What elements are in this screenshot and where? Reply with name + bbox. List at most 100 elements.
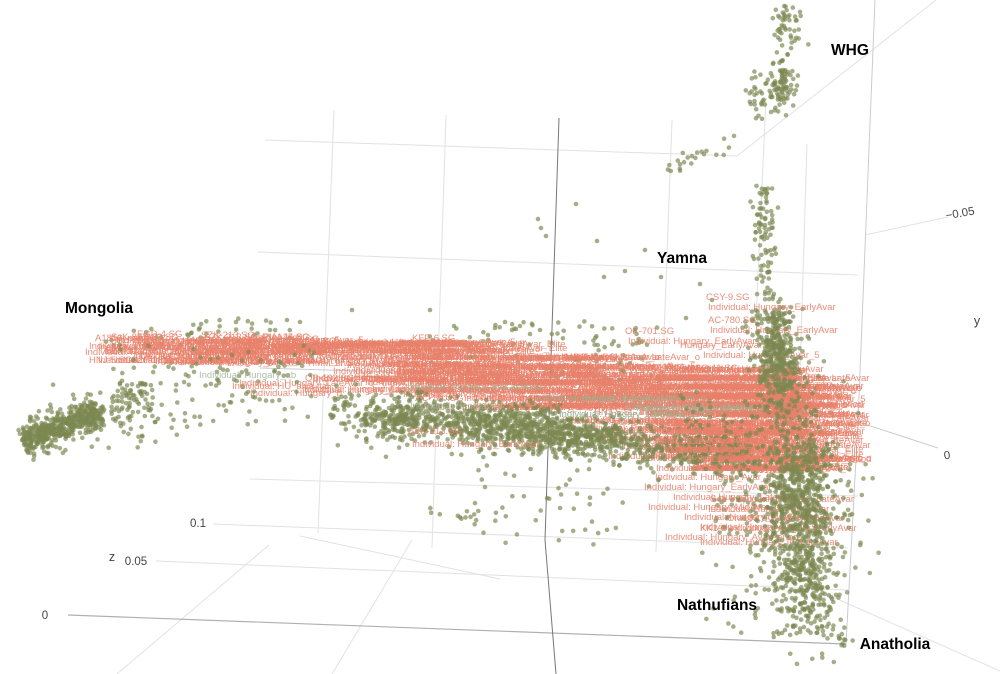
svg-text:Individual: Hungary_MidAvar: Individual: Hungary_MidAvar (132, 337, 253, 348)
svg-text:AV-23.SG: AV-23.SG (467, 376, 509, 387)
svg-text:A1816: A1816 (458, 370, 485, 381)
svg-text:Individual: Hungary_MidAvar_o: Individual: Hungary_MidAvar_o (564, 400, 696, 411)
svg-text:Individual: Hungary_LateAvar_o: Individual: Hungary_LateAvar_o (412, 402, 547, 413)
svg-text:Individual: Hungary_Avar_5: Individual: Hungary_Avar_5 (150, 336, 267, 347)
svg-text:Individual: Hungary_Avar_5: Individual: Hungary_Avar_5 (552, 386, 669, 397)
svg-text:AC-780.SG: AC-780.SG (550, 368, 599, 379)
svg-text:HNJ-5.SG: HNJ-5.SG (275, 342, 318, 353)
svg-text:Individual: Hungary_IndLateAva: Individual: Hungary_IndLateAvar (405, 382, 543, 393)
svg-text:RK-159.SG: RK-159.SG (400, 338, 449, 349)
svg-text:Individual: Hungary_LateAvar_o: Individual: Hungary_LateAvar_o (614, 382, 749, 393)
svg-text:Individual: Hungary_EarlyAvar_: Individual: Hungary_EarlyAvar_o (685, 441, 823, 452)
svg-text:Individual: Hungary_MidAvar_o: Individual: Hungary_MidAvar_o (222, 341, 354, 352)
svg-text:Individual: Hungary_LateAvar: Individual: Hungary_LateAvar (518, 361, 642, 372)
svg-text:Individual: Hungary_AvarPeriod: Individual: Hungary_AvarPeriod (414, 352, 547, 363)
svg-text:Individual: Hungary_MidAvar_o: Individual: Hungary_MidAvar_o (515, 378, 647, 389)
svg-text:A1816: A1816 (617, 373, 644, 384)
svg-text:Individual: Hungary_EarlyAvar_: Individual: Hungary_EarlyAvar_Elite (472, 354, 623, 365)
svg-text:Individual: Hungary_LateAvar: Individual: Hungary_LateAvar (452, 362, 576, 373)
svg-text:Individual: Hungary_LateAvar: Individual: Hungary_LateAvar (413, 362, 537, 373)
svg-text:SZK-213.SG: SZK-213.SG (408, 426, 462, 437)
svg-text:Individual: Hungary_EarlyAvar_: Individual: Hungary_EarlyAvar_o (388, 359, 526, 370)
svg-text:Individual: Hungary_EarlyAvar_: Individual: Hungary_EarlyAvar_o (703, 391, 841, 402)
svg-text:Individual: Hungary_LateAvar: Individual: Hungary_LateAvar (370, 346, 494, 357)
svg-text:Individual: Hungary_LateAvar_o: Individual: Hungary_LateAvar_o (565, 352, 700, 363)
svg-text:Individual: Hungary_LateAvar: Individual: Hungary_LateAvar (681, 365, 805, 376)
svg-text:AV-23.SG: AV-23.SG (382, 359, 424, 370)
svg-text:Individual: Hungary_EarlyAvar: Individual: Hungary_EarlyAvar (409, 374, 537, 385)
svg-text:PLV-44.SG: PLV-44.SG (400, 351, 447, 362)
svg-text:MSG-11.SG: MSG-11.SG (416, 338, 467, 349)
svg-text:Individual: Hungary_Avar_5: Individual: Hungary_Avar_5 (399, 337, 516, 348)
svg-text:Individual: Hungary_IndLateAva: Individual: Hungary_IndLateAvar (359, 351, 497, 362)
svg-text:Individual: Hungary_EarlyAvar_: Individual: Hungary_EarlyAvar_Elite (346, 338, 497, 349)
svg-text:CSY-9.SG: CSY-9.SG (664, 398, 707, 409)
svg-text:Individual: Hungary_MidAvar: Individual: Hungary_MidAvar (384, 346, 505, 357)
svg-text:Individual: Hungary_S: Individual: Hungary_S (410, 401, 503, 412)
svg-text:KK1-240.SG: KK1-240.SG (625, 363, 678, 374)
svg-text:Individual: Hungary_EarlyAvar: Individual: Hungary_EarlyAvar (702, 399, 830, 410)
svg-text:Individual: Hungary_Avar_5: Individual: Hungary_Avar_5 (632, 373, 749, 384)
svg-text:SZK-213.SG: SZK-213.SG (204, 332, 258, 343)
svg-text:TMH-509.SG: TMH-509.SG (413, 354, 469, 365)
svg-text:Individual: Hungary_LateAvar_o: Individual: Hungary_LateAvar_o (402, 367, 537, 378)
svg-text:Individual: Hungary_MidAvar_o: Individual: Hungary_MidAvar_o (656, 380, 788, 391)
svg-text:Individual: Hungary_IndLateAva: Individual: Hungary_IndLateAvar (577, 363, 715, 374)
svg-text:SZOD1-187.SG: SZOD1-187.SG (680, 399, 747, 410)
svg-text:Individual: Hungary_EarlyAvar_: Individual: Hungary_EarlyAvar_Elite (574, 390, 725, 401)
svg-text:Sot-37.SG: Sot-37.SG (508, 401, 552, 412)
svg-text:AC-780.SG: AC-780.SG (480, 354, 529, 365)
svg-text:OK-701.SG: OK-701.SG (140, 351, 189, 362)
svg-text:Individual: Hungary_EarlyAvar: Individual: Hungary_EarlyAvar (475, 353, 603, 364)
svg-text:Individual: Hungary_Avar_5: Individual: Hungary_Avar_5 (561, 399, 678, 410)
svg-text:Individual: Hungary_EarlyAvar_: Individual: Hungary_EarlyAvar_Elite (142, 342, 293, 353)
svg-text:Individual: Hungary_LateAvar: Individual: Hungary_LateAvar (397, 366, 521, 377)
svg-text:SzK-88.SG: SzK-88.SG (111, 332, 159, 343)
svg-text:Individual: Hungary_Avar_5: Individual: Hungary_Avar_5 (316, 374, 433, 385)
svg-text:Sot-37.SG: Sot-37.SG (344, 374, 388, 385)
svg-text:Individual: Hungary_LateAvar: Individual: Hungary_LateAvar (662, 390, 786, 401)
svg-text:Individual: Hungary_LateAvar: Individual: Hungary_LateAvar (648, 417, 772, 428)
svg-text:Individual: Hungary_EarlyAvar: Individual: Hungary_EarlyAvar (378, 345, 506, 356)
svg-text:Individual: Hungary_MidAvar_o: Individual: Hungary_MidAvar_o (419, 377, 551, 388)
svg-text:Individual: Hungary_EarlyAvar_: Individual: Hungary_EarlyAvar_o (598, 391, 736, 402)
svg-text:Individual: Hungary_MidAvar_o: Individual: Hungary_MidAvar_o (372, 384, 504, 395)
svg-text:PV-125.SG: PV-125.SG (354, 374, 402, 385)
svg-text:Individual: Hungary_MidAvar: Individual: Hungary_MidAvar (403, 389, 524, 400)
svg-text:Individual: Hungary_EarlyAvar: Individual: Hungary_EarlyAvar (667, 381, 795, 392)
svg-text:Individual: Hungary_LateAvar: Individual: Hungary_LateAvar (364, 339, 488, 350)
svg-text:Individual: Hungary_MidAvar: Individual: Hungary_MidAvar (541, 377, 662, 388)
svg-text:A1816: A1816 (429, 385, 456, 396)
svg-text:Individual: Hungary_LateAvar: Individual: Hungary_LateAvar (477, 352, 601, 363)
svg-text:Individual: Hungary_MidAvar: Individual: Hungary_MidAvar (507, 377, 628, 388)
svg-text:SzK-88.SG: SzK-88.SG (411, 351, 459, 362)
svg-text:ARK-14.SG: ARK-14.SG (542, 401, 592, 412)
svg-text:Individual: Hungary_EarlyAvar_: Individual: Hungary_EarlyAvar_o (98, 355, 236, 366)
svg-text:Individual: Hungary_Avar_5: Individual: Hungary_Avar_5 (222, 346, 339, 357)
svg-text:Individual: Hungary_EarlyAvar_: Individual: Hungary_EarlyAvar_o (480, 370, 618, 381)
svg-text:Individual: Hungary_EarlyAvar_: Individual: Hungary_EarlyAvar_Elite (674, 373, 825, 384)
svg-text:HNJ-5.SG: HNJ-5.SG (447, 368, 490, 379)
svg-text:RK-159.SG: RK-159.SG (512, 353, 561, 364)
svg-text:Individual: Hungary_LateAvar: Individual: Hungary_LateAvar (304, 384, 428, 395)
svg-text:TMH-509.SG: TMH-509.SG (403, 352, 459, 363)
svg-text:PV-125.SG: PV-125.SG (262, 332, 310, 343)
svg-text:Individual: Hungary_EarlyAvar: Individual: Hungary_EarlyAvar (459, 377, 587, 388)
svg-text:Individual: Hungary_Avar_5: Individual: Hungary_Avar_5 (279, 347, 396, 358)
svg-text:KFP-6.SG: KFP-6.SG (416, 392, 459, 403)
svg-text:Individual: Hungary_EarlyAvar_: Individual: Hungary_EarlyAvar_Elite (661, 390, 812, 401)
svg-text:Individual: Hungary_MidAvar_o: Individual: Hungary_MidAvar_o (649, 445, 781, 456)
svg-text:Individual: Hungary_LateAvar: Individual: Hungary_LateAvar (536, 352, 660, 363)
svg-text:Individual: Hungary_MidAvar_o: Individual: Hungary_MidAvar_o (706, 436, 838, 447)
svg-text:Individual: Hungary_EarlyAvar_: Individual: Hungary_EarlyAvar_o (582, 415, 720, 426)
svg-text:OB-102.SG: OB-102.SG (305, 373, 354, 384)
svg-text:Individual: Hungary_MidAvar: Individual: Hungary_MidAvar (644, 395, 765, 406)
svg-text:Individual: Hungary_EarlyAvar: Individual: Hungary_EarlyAvar (668, 391, 796, 402)
svg-text:Hungary_EarlyAvar: Hungary_EarlyAvar (300, 345, 382, 356)
svg-text:HMM-17.SG: HMM-17.SG (308, 358, 361, 369)
svg-text:Individual: Hungary_LateAvar_o: Individual: Hungary_LateAvar_o (651, 364, 786, 375)
svg-text:Individual: Hungary_EarlyAvar_: Individual: Hungary_EarlyAvar_Elite (548, 394, 699, 405)
svg-text:OB-102.SG: OB-102.SG (287, 336, 336, 347)
svg-text:Individual: Hungary_LateAvar: Individual: Hungary_LateAvar (411, 352, 535, 363)
svg-text:SZOD1-187.SG: SZOD1-187.SG (252, 334, 319, 345)
